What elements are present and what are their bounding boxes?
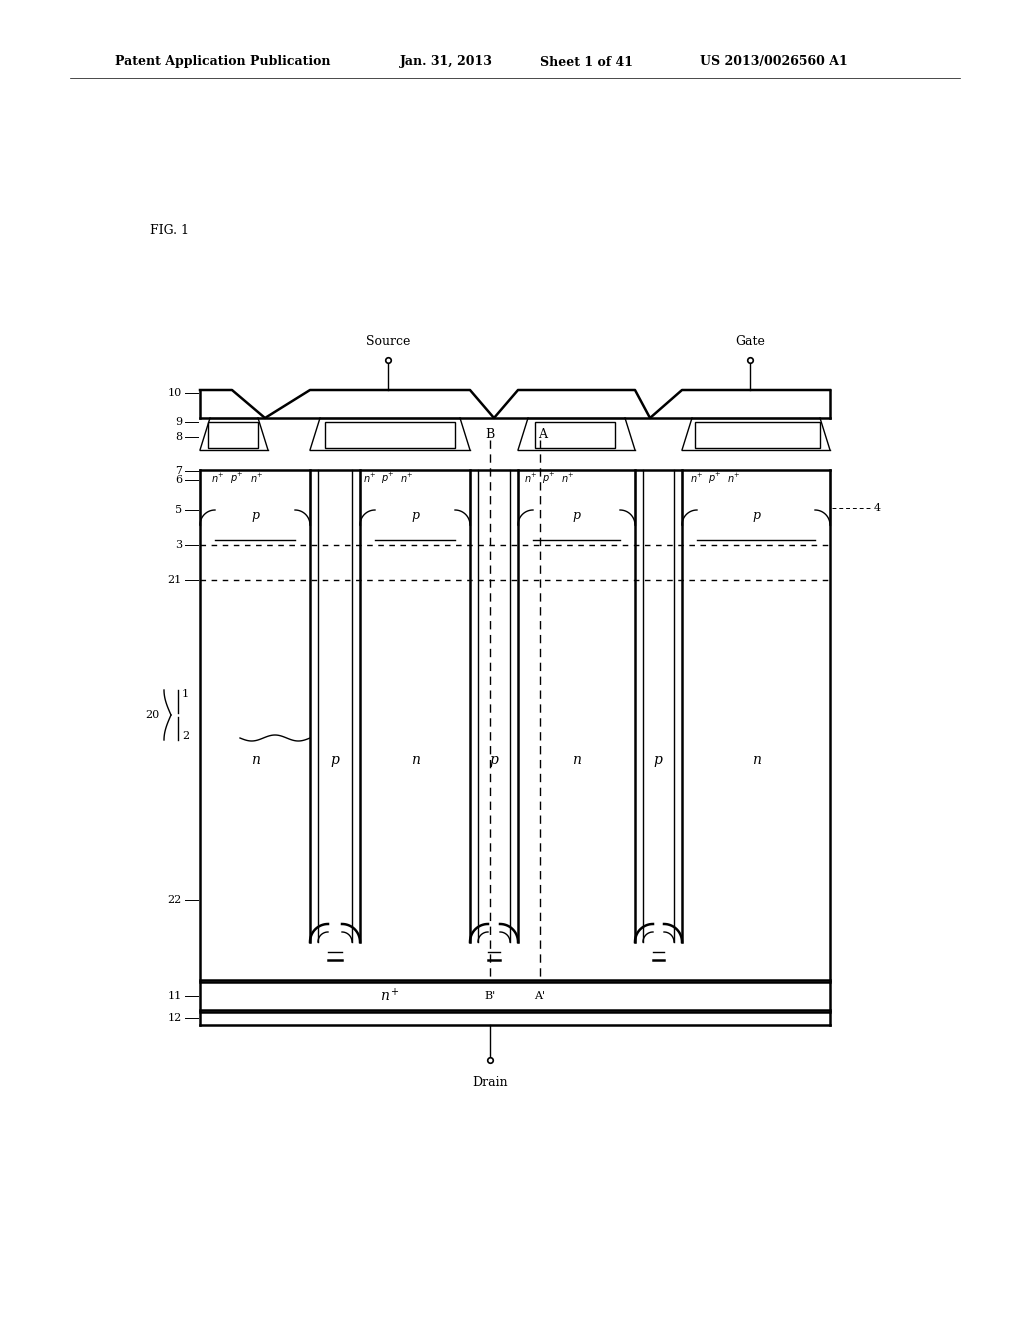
Text: p: p <box>489 752 499 767</box>
Text: 7: 7 <box>175 466 182 477</box>
Text: $n^{+}$: $n^{+}$ <box>690 471 703 484</box>
Text: B: B <box>485 429 495 441</box>
Text: $p^{+}$: $p^{+}$ <box>543 470 556 486</box>
Text: B': B' <box>484 991 496 1001</box>
Text: 20: 20 <box>145 710 160 719</box>
Text: 11: 11 <box>168 991 182 1001</box>
Text: 21: 21 <box>168 576 182 585</box>
Text: FIG. 1: FIG. 1 <box>150 223 189 236</box>
Text: A': A' <box>535 991 546 1001</box>
Text: p: p <box>752 508 760 521</box>
Text: Drain: Drain <box>472 1076 508 1089</box>
Text: n: n <box>571 752 581 767</box>
Text: p: p <box>251 508 259 521</box>
Text: 1: 1 <box>182 689 189 700</box>
Bar <box>208 422 258 447</box>
Text: n: n <box>411 752 420 767</box>
Text: $n^{+}$: $n^{+}$ <box>727 471 740 484</box>
Text: n$^+$: n$^+$ <box>380 987 400 1005</box>
Text: Gate: Gate <box>735 335 765 348</box>
Text: $p^{+}$: $p^{+}$ <box>709 470 722 486</box>
Bar <box>535 422 615 447</box>
Text: 22: 22 <box>168 895 182 906</box>
Text: $n^{+}$: $n^{+}$ <box>400 471 414 484</box>
Text: $n^{+}$: $n^{+}$ <box>250 471 264 484</box>
Text: 4: 4 <box>874 503 881 513</box>
Text: Source: Source <box>366 335 411 348</box>
Text: $n^{+}$: $n^{+}$ <box>211 471 224 484</box>
Text: 8: 8 <box>175 432 182 442</box>
Text: Patent Application Publication: Patent Application Publication <box>115 55 331 69</box>
Text: $n^{+}$: $n^{+}$ <box>364 471 377 484</box>
Text: p: p <box>411 508 419 521</box>
Text: 5: 5 <box>175 506 182 515</box>
Bar <box>325 422 455 447</box>
Text: 6: 6 <box>175 475 182 484</box>
Text: $p^{+}$: $p^{+}$ <box>230 470 244 486</box>
Text: n: n <box>251 752 259 767</box>
Text: A: A <box>539 429 548 441</box>
Text: p: p <box>572 508 580 521</box>
Text: Jan. 31, 2013: Jan. 31, 2013 <box>400 55 493 69</box>
Text: 10: 10 <box>168 388 182 399</box>
Text: p: p <box>331 752 339 767</box>
Text: $p^{+}$: $p^{+}$ <box>381 470 395 486</box>
Text: 3: 3 <box>175 540 182 550</box>
Text: $n^{+}$: $n^{+}$ <box>561 471 574 484</box>
Text: 2: 2 <box>182 731 189 741</box>
Text: Sheet 1 of 41: Sheet 1 of 41 <box>540 55 633 69</box>
Bar <box>695 422 820 447</box>
Text: p: p <box>653 752 663 767</box>
Text: US 2013/0026560 A1: US 2013/0026560 A1 <box>700 55 848 69</box>
Text: 9: 9 <box>175 417 182 426</box>
Text: $n^{+}$: $n^{+}$ <box>524 471 538 484</box>
Text: 12: 12 <box>168 1012 182 1023</box>
Text: n: n <box>752 752 761 767</box>
